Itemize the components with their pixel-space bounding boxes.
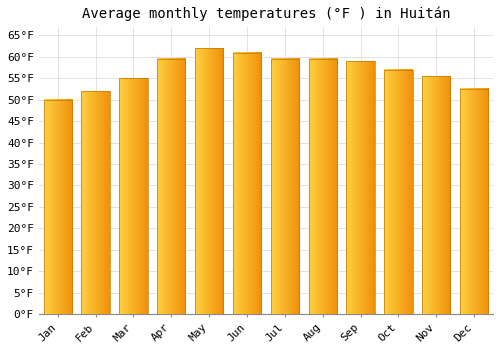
Bar	[157, 59, 186, 314]
Bar	[195, 48, 224, 314]
Bar	[82, 91, 110, 314]
Bar	[422, 76, 450, 314]
Bar	[384, 70, 412, 314]
Bar	[270, 59, 299, 314]
Bar	[346, 61, 375, 314]
Title: Average monthly temperatures (°F ) in Huitán: Average monthly temperatures (°F ) in Hu…	[82, 7, 450, 21]
Bar	[233, 52, 261, 314]
Bar	[460, 89, 488, 314]
Bar	[44, 100, 72, 314]
Bar	[308, 59, 337, 314]
Bar	[119, 78, 148, 314]
